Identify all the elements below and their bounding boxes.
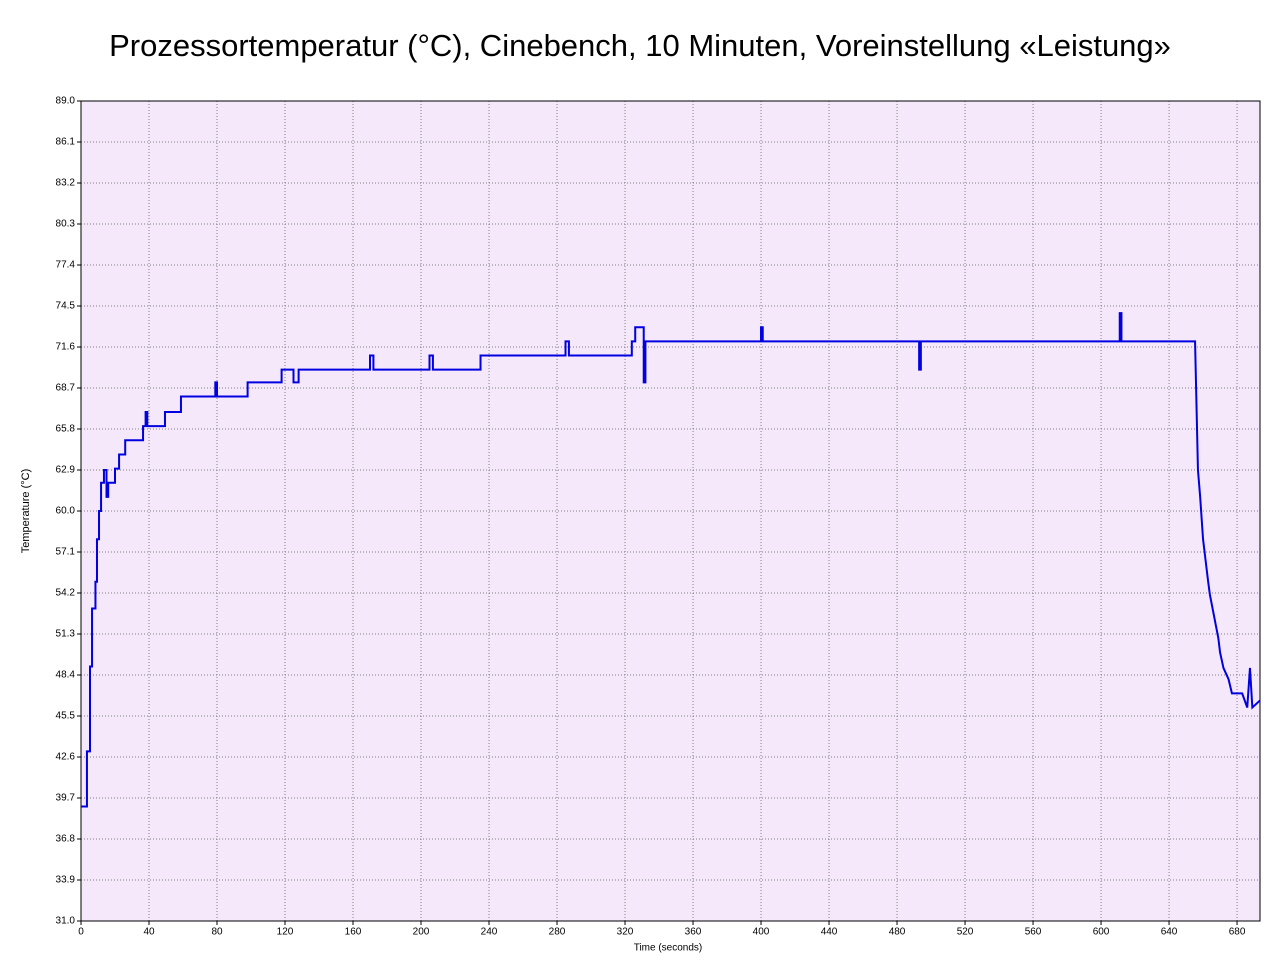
- y-tick-label: 89.0: [56, 96, 76, 107]
- y-tick-label: 31.0: [56, 916, 76, 927]
- plot-area: [81, 101, 1260, 921]
- y-tick-label: 39.7: [56, 793, 76, 804]
- y-tick-label: 57.1: [56, 547, 76, 558]
- x-tick-label: 440: [821, 927, 838, 938]
- y-tick-label: 45.5: [56, 711, 76, 722]
- y-tick-label: 86.1: [56, 137, 76, 148]
- plot-frame: [80, 100, 1261, 922]
- y-tick-label: 68.7: [56, 383, 76, 394]
- x-tick-label: 640: [1161, 927, 1178, 938]
- x-tick-label: 360: [685, 927, 702, 938]
- x-tick-label: 280: [549, 927, 566, 938]
- y-tick-label: 65.8: [56, 424, 76, 435]
- x-tick-label: 200: [413, 927, 430, 938]
- y-tick-label: 60.0: [56, 506, 76, 517]
- y-tick-label: 71.6: [56, 342, 76, 353]
- x-tick-label: 320: [617, 927, 634, 938]
- temperature-line: [81, 312, 1261, 808]
- x-tick-label: 480: [889, 927, 906, 938]
- y-tick-label: 77.4: [56, 260, 76, 271]
- y-tick-label: 51.3: [56, 629, 76, 640]
- x-axis-label: Time (seconds): [634, 943, 703, 954]
- y-axis-label: Temperature (°C): [20, 469, 32, 553]
- x-tick-label: 560: [1025, 927, 1042, 938]
- x-tick-label: 0: [78, 927, 84, 938]
- x-tick-label: 160: [345, 927, 362, 938]
- x-tick-label: 80: [211, 927, 223, 938]
- y-tick-label: 33.9: [56, 875, 76, 886]
- x-tick-label: 680: [1229, 927, 1246, 938]
- x-tick-label: 40: [143, 927, 155, 938]
- y-tick-label: 42.6: [56, 752, 76, 763]
- x-tick-label: 520: [957, 927, 974, 938]
- x-tick-label: 600: [1093, 927, 1110, 938]
- y-tick-label: 62.9: [56, 465, 76, 476]
- y-tick-label: 54.2: [56, 588, 76, 599]
- chart-title: Prozessortemperatur (°C), Cinebench, 10 …: [109, 28, 1171, 63]
- y-tick-label: 83.2: [56, 178, 76, 189]
- x-tick-label: 120: [277, 927, 294, 938]
- y-tick-label: 36.8: [56, 834, 76, 845]
- y-tick-label: 48.4: [56, 670, 76, 681]
- y-tick-label: 80.3: [56, 219, 76, 230]
- x-tick-label: 240: [481, 927, 498, 938]
- y-tick-label: 74.5: [56, 301, 76, 312]
- x-tick-label: 400: [753, 927, 770, 938]
